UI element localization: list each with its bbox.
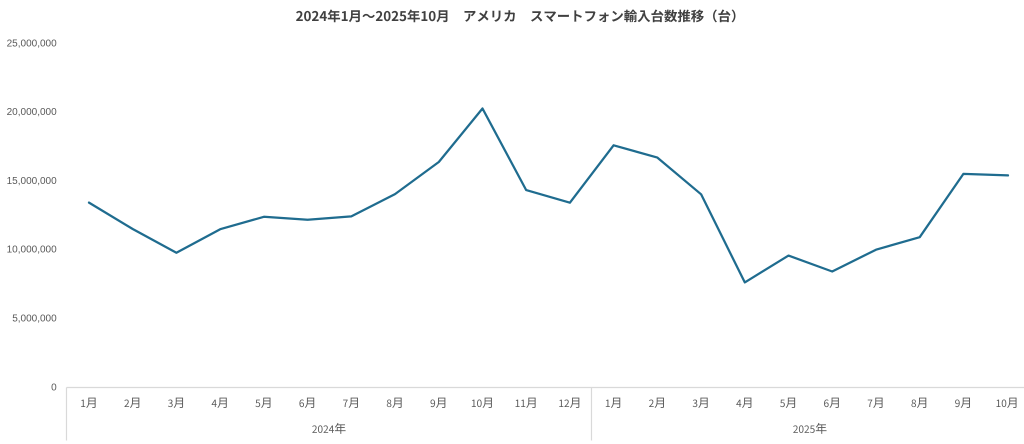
svg-text:25,000,000: 25,000,000 (7, 38, 57, 49)
svg-text:20,000,000: 20,000,000 (7, 107, 57, 118)
svg-text:0: 0 (51, 382, 57, 393)
svg-text:15,000,000: 15,000,000 (7, 176, 57, 187)
svg-text:10,000,000: 10,000,000 (7, 245, 57, 256)
svg-text:5,000,000: 5,000,000 (12, 314, 57, 325)
